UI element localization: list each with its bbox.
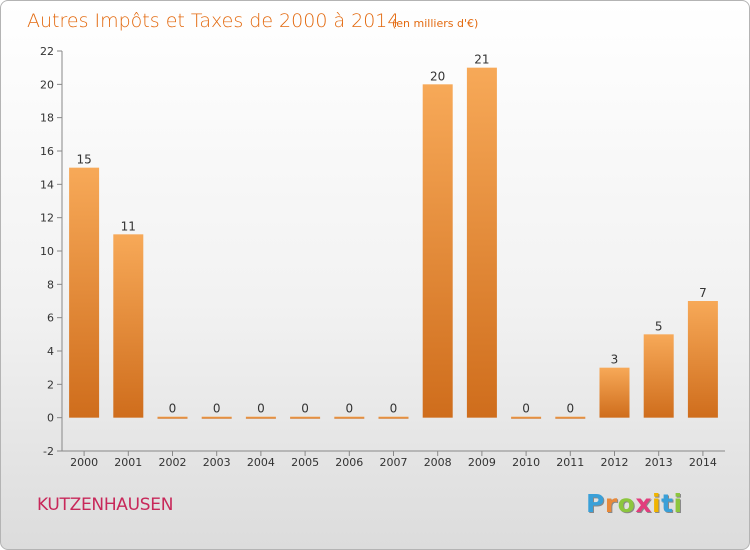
- bar-2009: [466, 67, 497, 418]
- y-tick-label: 6: [47, 312, 54, 325]
- bar-2008: [422, 84, 453, 418]
- value-label-2014: 7: [699, 286, 707, 300]
- y-tick-label: 4: [47, 345, 54, 358]
- bar-2002: [157, 416, 188, 419]
- x-tick-label-2008: 2008: [424, 456, 452, 469]
- x-tick-label-2010: 2010: [512, 456, 540, 469]
- x-tick-label-2011: 2011: [556, 456, 584, 469]
- value-label-2006: 0: [345, 402, 353, 416]
- bars: [69, 67, 718, 419]
- value-label-2009: 21: [474, 53, 489, 67]
- proxiti-logo[interactable]: Proxiti: [586, 489, 683, 518]
- y-tick-label: 12: [40, 212, 54, 225]
- x-tick-label-2005: 2005: [291, 456, 319, 469]
- logo-letter: x: [635, 489, 652, 518]
- x-tick-label-2003: 2003: [203, 456, 231, 469]
- bar-2000: [69, 167, 100, 418]
- value-labels: 15 11 0 0 0 0 0 0 20 21 0 0 3 5 7: [76, 53, 706, 416]
- value-label-2000: 15: [76, 153, 91, 167]
- x-tick-label-2009: 2009: [468, 456, 496, 469]
- y-tick-label: 0: [47, 412, 54, 425]
- bar-2005: [290, 416, 321, 419]
- value-label-2011: 0: [566, 402, 574, 416]
- value-label-2002: 0: [169, 402, 177, 416]
- bar-2001: [113, 234, 144, 418]
- bar-2007: [378, 416, 409, 419]
- x-tick-label-2002: 2002: [159, 456, 187, 469]
- logo-letter: P: [586, 489, 605, 518]
- logo-letter: i: [673, 489, 683, 518]
- logo-letter: o: [617, 489, 636, 518]
- bar-2012: [599, 367, 630, 418]
- x-tick-label-2014: 2014: [689, 456, 717, 469]
- x-tick-label-2006: 2006: [335, 456, 363, 469]
- commune-name: KUTZENHAUSEN: [37, 495, 174, 515]
- y-tick-label: 18: [40, 112, 54, 125]
- y-tick-label: 2: [47, 378, 54, 391]
- value-label-2003: 0: [213, 402, 221, 416]
- chart-subtitle: (en milliers d'€): [392, 17, 478, 30]
- value-label-2013: 5: [655, 319, 663, 333]
- bar-2010: [511, 416, 542, 419]
- y-tick-label: 8: [47, 278, 54, 291]
- bar-2013: [643, 334, 674, 418]
- value-label-2010: 0: [522, 402, 530, 416]
- value-label-2001: 11: [121, 219, 136, 233]
- y-tick-label: 16: [40, 145, 54, 158]
- y-tick-label: 10: [40, 245, 54, 258]
- value-label-2004: 0: [257, 402, 265, 416]
- logo-letter: t: [661, 489, 674, 518]
- x-tick-label-2007: 2007: [380, 456, 408, 469]
- value-label-2008: 20: [430, 69, 445, 83]
- logo-letter: i: [652, 489, 662, 518]
- chart-title: Autres Impôts et Taxes de 2000 à 2014: [27, 10, 400, 32]
- x-tick-label-2013: 2013: [645, 456, 673, 469]
- logo-letter: r: [604, 489, 618, 518]
- x-tick-label-2012: 2012: [601, 456, 629, 469]
- value-label-2005: 0: [301, 402, 309, 416]
- bar-2014: [687, 301, 718, 418]
- y-tick-label: 20: [40, 78, 54, 91]
- x-tick-label-2000: 2000: [70, 456, 98, 469]
- y-tick-label: 14: [40, 178, 54, 191]
- value-label-2012: 3: [611, 353, 619, 367]
- x-tick-label-2004: 2004: [247, 456, 275, 469]
- bar-2011: [555, 416, 586, 419]
- bar-2003: [201, 416, 232, 419]
- x-tick-label-2001: 2001: [114, 456, 142, 469]
- value-label-2007: 0: [390, 402, 398, 416]
- bar-2004: [245, 416, 276, 419]
- y-tick-label: -2: [43, 445, 54, 458]
- y-tick-label: 22: [40, 45, 54, 58]
- bar-2006: [334, 416, 365, 419]
